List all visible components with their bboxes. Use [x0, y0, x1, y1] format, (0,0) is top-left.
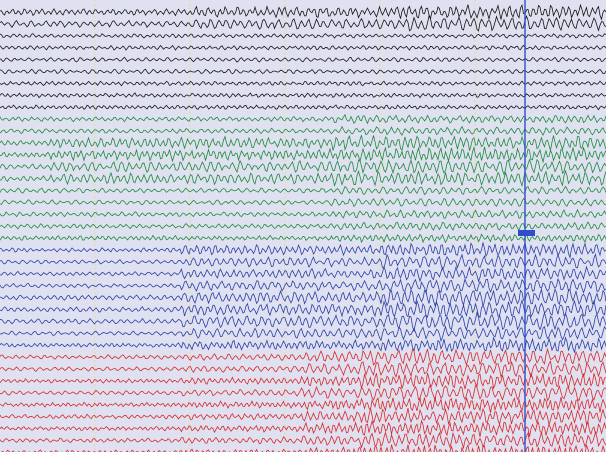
page: (() => { const data = JSON.parse(documen…	[0, 0, 606, 452]
eeg-view	[0, 0, 606, 452]
cursor-marker	[518, 230, 535, 236]
